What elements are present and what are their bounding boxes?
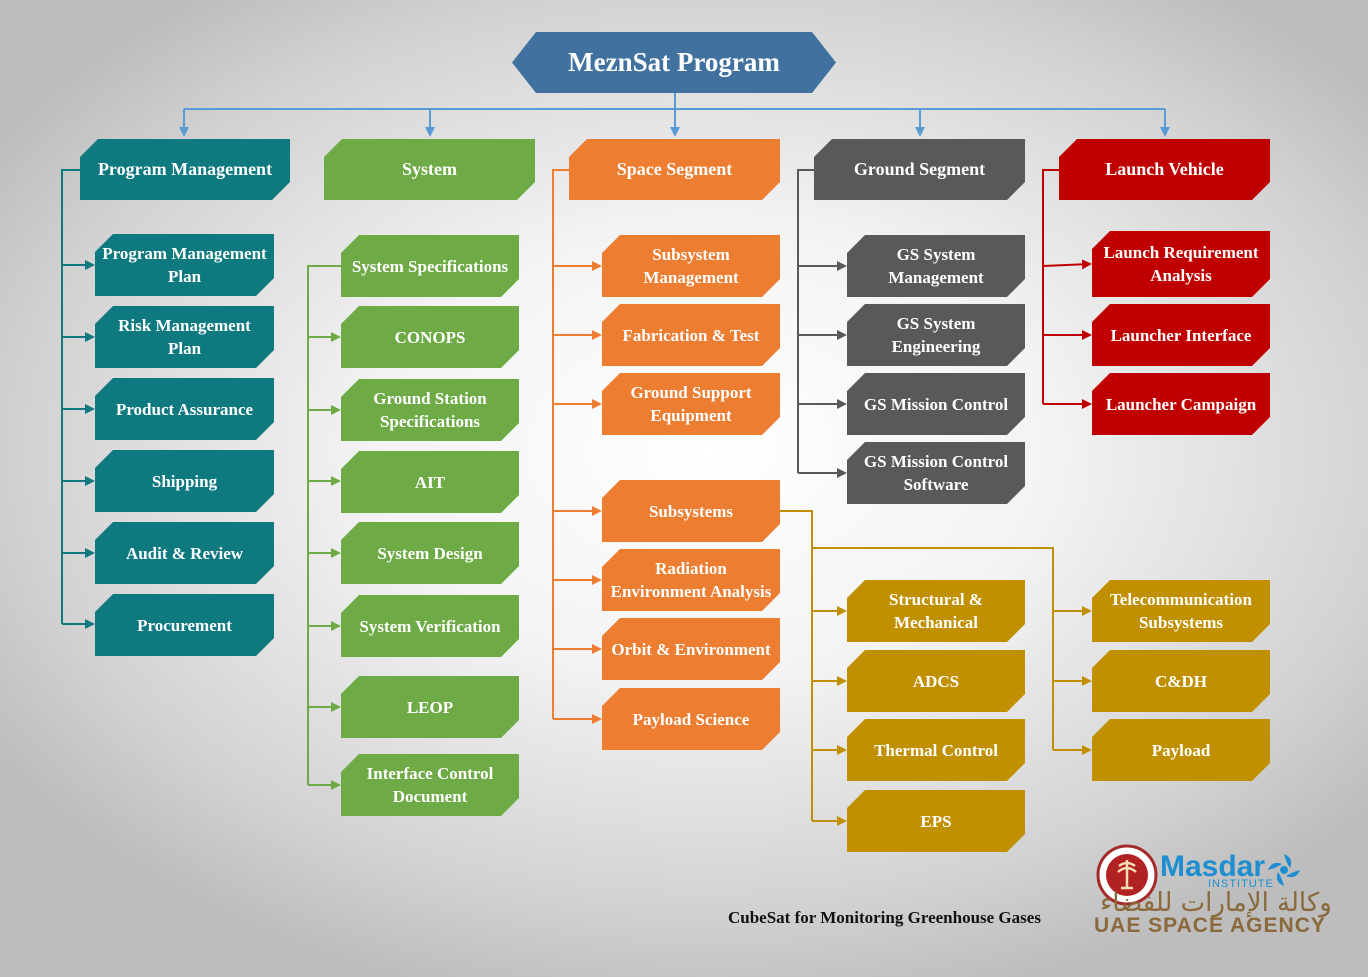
node-label: Thermal Control	[874, 740, 998, 760]
node-subsystem-management: Subsystem Management	[602, 235, 780, 297]
node-orbit-environment: Orbit & Environment	[602, 618, 780, 680]
node-program-management-plan: Program Management Plan	[95, 234, 274, 296]
node-launch-requirement-analysis: Launch Requirement Analysis	[1092, 231, 1270, 297]
uae-space-agency-arabic: وكالة الإمارات للفضاء	[1100, 888, 1332, 918]
program-title-label: MeznSat Program	[568, 47, 780, 77]
node-eps: EPS	[847, 790, 1025, 852]
node-radiation-environment-analysis: Radiation Environment Analysis	[602, 549, 780, 611]
branch-label: System	[402, 159, 457, 179]
node-label: Audit & Review	[125, 543, 244, 563]
node-label: ADCS	[912, 671, 960, 691]
node-fabrication-test: Fabrication & Test	[602, 304, 780, 366]
node-label: Procurement	[137, 615, 232, 635]
node-label: Orbit & Environment	[611, 639, 771, 659]
node-system-verification: System Verification	[341, 595, 519, 657]
logos: Masdar INSTITUTE وكالة الإمارات للفضاء U…	[1090, 838, 1350, 948]
node-cdh: C&DH	[1092, 650, 1270, 712]
node-gs-system-engineering: GS System Engineering	[847, 304, 1025, 366]
node-label: GS System Engineering	[891, 314, 981, 356]
node-label: Shipping	[151, 471, 218, 491]
branch-system: System	[324, 139, 535, 200]
node-label: System Design	[377, 543, 483, 563]
node-label: GS Mission Control Software	[863, 452, 1009, 494]
node-label: AIT	[414, 472, 446, 492]
node-subsystems: Subsystems	[602, 480, 780, 542]
node-risk-management-plan: Risk Management Plan	[95, 306, 274, 368]
node-label: Launch Requirement Analysis	[1103, 243, 1259, 285]
node-leop: LEOP	[341, 676, 519, 738]
node-label: C&DH	[1155, 671, 1207, 691]
branch-program-management: Program Management	[80, 139, 290, 200]
program-title: MeznSat Program	[512, 32, 836, 93]
node-label: Product Assurance	[115, 399, 254, 419]
node-label: CONOPS	[394, 327, 466, 347]
node-label: GS Mission Control	[863, 394, 1009, 414]
node-procurement: Procurement	[95, 594, 274, 656]
node-payload: Payload	[1092, 719, 1270, 781]
node-label: System Specifications	[351, 256, 509, 276]
node-conops: CONOPS	[341, 306, 519, 368]
node-label: GS System Management	[888, 245, 984, 287]
node-label: Interface Control Document	[366, 764, 494, 806]
branch-launch-vehicle: Launch Vehicle	[1059, 139, 1270, 200]
node-system-specifications: System Specifications	[341, 235, 519, 297]
node-ait: AIT	[341, 451, 519, 513]
node-product-assurance: Product Assurance	[95, 378, 274, 440]
node-ground-station-specifications: Ground Station Specifications	[341, 379, 519, 441]
node-label: Launcher Interface	[1110, 325, 1252, 345]
node-gs-system-management: GS System Management	[847, 235, 1025, 297]
node-label: Fabrication & Test	[622, 325, 760, 345]
branch-label: Program Management	[97, 159, 273, 179]
branch-label: Ground Segment	[853, 159, 986, 179]
branch-space-segment: Space Segment	[569, 139, 780, 200]
node-label: Subsystems	[648, 501, 734, 521]
masdar-institute-text: INSTITUTE	[1208, 878, 1274, 890]
node-telecommunication-subsystems: Telecommunication Subsystems	[1092, 580, 1270, 642]
masdar-logo-text: Masdar	[1160, 850, 1266, 883]
node-label: Program Management Plan	[102, 244, 267, 286]
node-label: Ground Station Specifications	[373, 389, 487, 431]
node-label: Radiation Environment Analysis	[610, 559, 772, 601]
node-adcs: ADCS	[847, 650, 1025, 712]
node-launcher-campaign: Launcher Campaign	[1092, 373, 1270, 435]
node-thermal-control: Thermal Control	[847, 719, 1025, 781]
node-label: Ground Support Equipment	[630, 383, 752, 425]
node-label: System Verification	[359, 616, 501, 636]
caption: CubeSat for Monitoring Greenhouse Gases	[728, 908, 1041, 927]
node-label: LEOP	[406, 697, 454, 717]
node-ground-support-equipment: Ground Support Equipment	[602, 373, 780, 435]
branch-label: Launch Vehicle	[1105, 159, 1224, 179]
node-label: Launcher Campaign	[1105, 394, 1257, 414]
masdar-swirl-icon	[1268, 854, 1300, 886]
node-structural-mechanical: Structural & Mechanical	[847, 580, 1025, 642]
uae-space-agency-text: UAE SPACE AGENCY	[1094, 914, 1326, 937]
node-label: Payload Science	[632, 709, 750, 729]
node-label: Risk Management Plan	[118, 316, 251, 358]
seal-icon	[1096, 844, 1158, 906]
node-label: EPS	[920, 811, 952, 831]
node-gs-mission-control: GS Mission Control	[847, 373, 1025, 435]
node-shipping: Shipping	[95, 450, 274, 512]
branch-label: Space Segment	[616, 159, 733, 179]
node-label: Telecommunication Subsystems	[1110, 590, 1252, 632]
branch-ground-segment: Ground Segment	[814, 139, 1025, 200]
node-label: Structural & Mechanical	[889, 590, 983, 632]
node-label: Subsystem Management	[643, 245, 739, 287]
node-system-design: System Design	[341, 522, 519, 584]
node-gs-mission-control-software: GS Mission Control Software	[847, 442, 1025, 504]
node-interface-control-document: Interface Control Document	[341, 754, 519, 816]
node-payload-science: Payload Science	[602, 688, 780, 750]
node-launcher-interface: Launcher Interface	[1092, 304, 1270, 366]
node-label: Payload	[1151, 740, 1211, 760]
node-audit-review: Audit & Review	[95, 522, 274, 584]
